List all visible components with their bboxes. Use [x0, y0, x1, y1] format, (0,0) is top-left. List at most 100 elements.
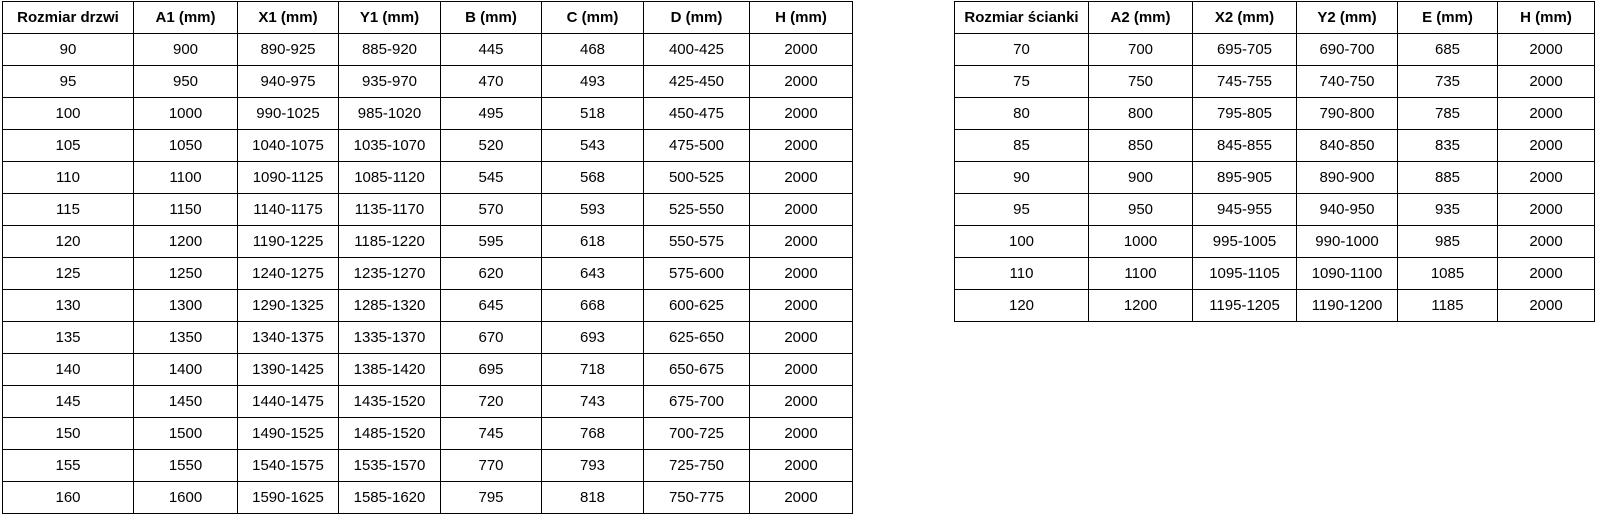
table-cell: 995-1005	[1192, 225, 1297, 258]
table-cell: 685	[1397, 33, 1498, 66]
table-cell: 1590-1625	[237, 481, 339, 514]
table-cell: 1095-1105	[1192, 257, 1297, 290]
wall-table-body: 70 700 695-705 690-700 685 2000 75 750 745-755 74…	[954, 33, 1595, 322]
table-cell: 1240-1275	[237, 257, 339, 290]
table-cell: 2000	[749, 33, 853, 66]
table-row: 105 1050 1040-1075 1035-1070 520 543 475-500 20…	[2, 129, 853, 162]
table-cell: 650-675	[643, 353, 750, 386]
table-row: 75 750 745-755 740-750 735 2000	[954, 65, 1595, 98]
table-row: 80 800 795-805 790-800 785 2000	[954, 97, 1595, 130]
table-cell: 1390-1425	[237, 353, 339, 386]
table-cell: 100	[954, 225, 1089, 258]
table-cell: 1090-1100	[1296, 257, 1398, 290]
table-cell: 740-750	[1296, 65, 1398, 98]
table-cell: 795	[440, 481, 542, 514]
table-cell: 1500	[133, 417, 238, 450]
wall-table-header-row: Rozmiar ścianki A2 (mm) X2 (mm) Y2 (mm) E (m…	[954, 1, 1595, 34]
table-cell: 450-475	[643, 97, 750, 130]
table-cell: 75	[954, 65, 1089, 98]
table-cell: 2000	[749, 289, 853, 322]
table-cell: 770	[440, 449, 542, 482]
table-cell: 2000	[1497, 129, 1595, 162]
table-cell: 1150	[133, 193, 238, 226]
table-row: 95 950 940-975 935-970 470 493 425-450 2000	[2, 65, 853, 98]
table-cell: 618	[541, 225, 644, 258]
table-cell: 1550	[133, 449, 238, 482]
table-cell: 940-975	[237, 65, 339, 98]
table-cell: 570	[440, 193, 542, 226]
table-cell: 2000	[749, 257, 853, 290]
table-cell: 110	[2, 161, 134, 194]
table-cell: 1085	[1397, 257, 1498, 290]
table-cell: 1400	[133, 353, 238, 386]
table-cell: 70	[954, 33, 1089, 66]
table-cell: 2000	[749, 161, 853, 194]
table-row: 90 900 890-925 885-920 445 468 400-425 2000	[2, 33, 853, 66]
table-cell: 1585-1620	[338, 481, 441, 514]
table-cell: 2000	[1497, 257, 1595, 290]
column-header: A2 (mm)	[1088, 1, 1193, 34]
table-row: 120 1200 1195-1205 1190-1200 1185 2000	[954, 289, 1595, 322]
table-cell: 720	[440, 385, 542, 418]
table-cell: 900	[1088, 161, 1193, 194]
table-cell: 1195-1205	[1192, 289, 1297, 322]
table-cell: 2000	[749, 417, 853, 450]
table-cell: 695-705	[1192, 33, 1297, 66]
table-cell: 1200	[133, 225, 238, 258]
table-cell: 935-970	[338, 65, 441, 98]
table-cell: 400-425	[643, 33, 750, 66]
table-cell: 2000	[749, 449, 853, 482]
table-cell: 593	[541, 193, 644, 226]
table-cell: 990-1025	[237, 97, 339, 130]
column-header: X2 (mm)	[1192, 1, 1297, 34]
table-cell: 2000	[749, 129, 853, 162]
table-cell: 1540-1575	[237, 449, 339, 482]
table-cell: 568	[541, 161, 644, 194]
table-row: 115 1150 1140-1175 1135-1170 570 593 525-550 20…	[2, 193, 853, 226]
table-row: 140 1400 1390-1425 1385-1420 695 718 650-675 20…	[2, 353, 853, 386]
table-cell: 620	[440, 257, 542, 290]
table-cell: 895-905	[1192, 161, 1297, 194]
table-row: 70 700 695-705 690-700 685 2000	[954, 33, 1595, 66]
table-cell: 1235-1270	[338, 257, 441, 290]
table-row: 150 1500 1490-1525 1485-1520 745 768 700-725 20…	[2, 417, 853, 450]
table-row: 100 1000 995-1005 990-1000 985 2000	[954, 225, 1595, 258]
table-cell: 2000	[749, 65, 853, 98]
table-cell: 120	[954, 289, 1089, 322]
column-header: H (mm)	[749, 1, 853, 34]
table-row: 110 1100 1090-1125 1085-1120 545 568 500-525 20…	[2, 161, 853, 194]
table-cell: 845-855	[1192, 129, 1297, 162]
table-cell: 150	[2, 417, 134, 450]
table-cell: 745-755	[1192, 65, 1297, 98]
table-row: 155 1550 1540-1575 1535-1570 770 793 725-750 20…	[2, 449, 853, 482]
table-cell: 1350	[133, 321, 238, 354]
table-cell: 1250	[133, 257, 238, 290]
table-cell: 743	[541, 385, 644, 418]
table-cell: 745	[440, 417, 542, 450]
table-cell: 2000	[1497, 289, 1595, 322]
table-cell: 670	[440, 321, 542, 354]
table-cell: 95	[2, 65, 134, 98]
table-cell: 445	[440, 33, 542, 66]
column-header: Rozmiar drzwi	[2, 1, 134, 34]
table-cell: 543	[541, 129, 644, 162]
column-header: H (mm)	[1497, 1, 1595, 34]
table-cell: 940-950	[1296, 193, 1398, 226]
table-cell: 750-775	[643, 481, 750, 514]
table-cell: 2000	[749, 385, 853, 418]
table-cell: 2000	[749, 353, 853, 386]
table-cell: 1285-1320	[338, 289, 441, 322]
table-row: 125 1250 1240-1275 1235-1270 620 643 575-600 20…	[2, 257, 853, 290]
table-cell: 600-625	[643, 289, 750, 322]
table-cell: 475-500	[643, 129, 750, 162]
table-row: 90 900 895-905 890-900 885 2000	[954, 161, 1595, 194]
table-cell: 80	[954, 97, 1089, 130]
table-cell: 1185	[1397, 289, 1498, 322]
column-header: B (mm)	[440, 1, 542, 34]
table-cell: 2000	[749, 481, 853, 514]
table-row: 160 1600 1590-1625 1585-1620 795 818 750-775 20…	[2, 481, 853, 514]
table-cell: 160	[2, 481, 134, 514]
table-row: 100 1000 990-1025 985-1020 495 518 450-475 2000	[2, 97, 853, 130]
table-cell: 2000	[749, 193, 853, 226]
